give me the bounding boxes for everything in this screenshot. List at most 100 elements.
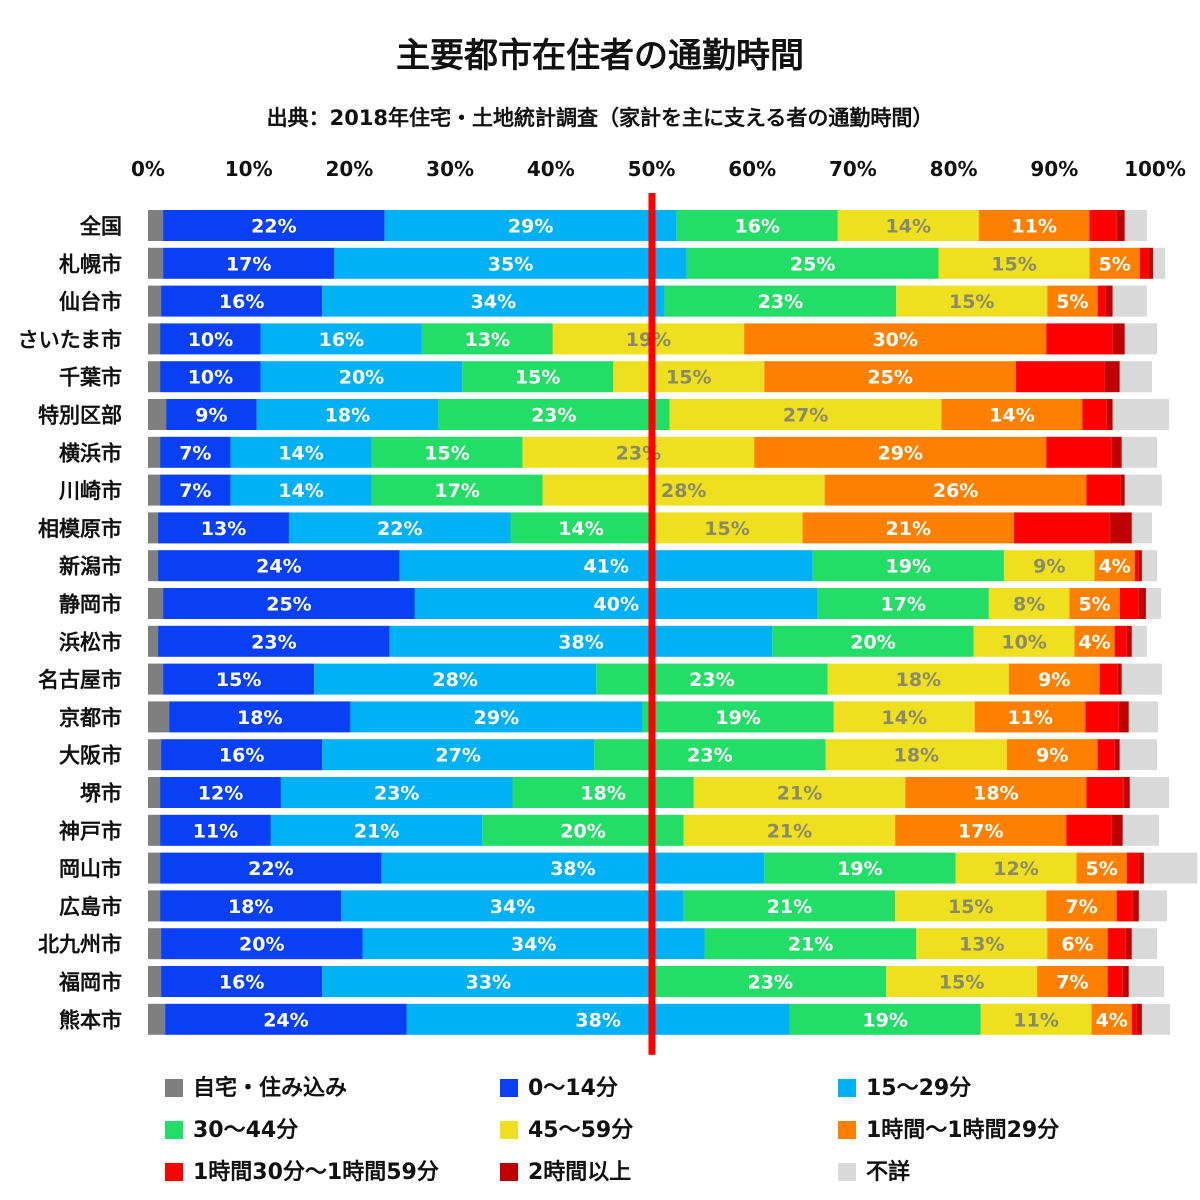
data-label: 9% bbox=[1033, 556, 1065, 578]
bar-segment bbox=[148, 777, 161, 808]
data-label: 10% bbox=[188, 329, 233, 351]
data-label: 15% bbox=[515, 367, 560, 389]
x-tick-label: 30% bbox=[426, 157, 474, 181]
data-label: 5% bbox=[1056, 291, 1088, 313]
bar-segment bbox=[669, 399, 942, 430]
bar-segment bbox=[1122, 966, 1129, 997]
category-label: 札幌市 bbox=[58, 252, 122, 276]
bar-segment bbox=[1138, 588, 1146, 619]
category-label: 北九州市 bbox=[38, 933, 122, 957]
category-label: 大阪市 bbox=[59, 744, 122, 768]
bar-segment bbox=[754, 436, 1047, 468]
bar-segment bbox=[1124, 474, 1163, 506]
data-label: 20% bbox=[239, 934, 284, 956]
bar-segment bbox=[978, 210, 1090, 241]
data-label: 18% bbox=[228, 896, 273, 918]
bar-segment bbox=[1076, 852, 1127, 884]
legend-item: 1時間30分〜1時間59分 bbox=[165, 1154, 439, 1186]
data-label: 14% bbox=[278, 442, 323, 464]
bar-segment bbox=[406, 1003, 790, 1035]
bar-segment bbox=[421, 323, 553, 355]
data-label: 41% bbox=[583, 556, 628, 578]
bar-segment bbox=[148, 512, 159, 544]
data-label: 17% bbox=[881, 594, 926, 616]
bar-segment bbox=[686, 247, 939, 279]
bar-segment bbox=[817, 588, 989, 619]
bar-segment bbox=[166, 399, 257, 430]
chart-title: 主要都市在住者の通勤時間 bbox=[396, 36, 804, 76]
bar-segment bbox=[148, 966, 162, 997]
bar-segment bbox=[163, 210, 385, 241]
bar-segment bbox=[288, 512, 511, 544]
category-label: 静岡市 bbox=[59, 593, 122, 617]
legend-label: 1時間30分〜1時間59分 bbox=[193, 1160, 439, 1185]
bar-segment bbox=[148, 890, 161, 922]
bar-segment bbox=[1114, 739, 1120, 771]
data-label: 15% bbox=[216, 669, 261, 691]
bar-segment bbox=[399, 550, 813, 582]
bar-segment bbox=[1003, 550, 1095, 582]
data-label: 22% bbox=[377, 518, 422, 540]
bar-segment bbox=[148, 588, 164, 619]
data-label: 25% bbox=[867, 367, 912, 389]
bar-segment bbox=[1046, 436, 1112, 468]
bar-segment bbox=[462, 361, 614, 393]
data-label: 19% bbox=[862, 1009, 907, 1031]
bar-segment bbox=[414, 588, 818, 619]
bar-segment bbox=[1107, 928, 1126, 960]
bar-segment bbox=[654, 966, 887, 997]
bar-segment bbox=[148, 1003, 166, 1035]
legend-item: 不詳 bbox=[838, 1154, 910, 1186]
bar-segment bbox=[1143, 852, 1198, 884]
bar-segment bbox=[1109, 512, 1132, 544]
bar-segment bbox=[764, 852, 956, 884]
legend-swatch bbox=[500, 1121, 518, 1139]
data-label: 21% bbox=[354, 820, 399, 842]
bar-segment bbox=[1085, 701, 1119, 733]
bar-segment bbox=[1123, 777, 1130, 808]
bar-segment bbox=[1126, 852, 1139, 884]
data-label: 7% bbox=[1056, 972, 1088, 994]
bar-segment bbox=[744, 323, 1047, 355]
data-label: 15% bbox=[666, 367, 711, 389]
x-tick-label: 90% bbox=[1030, 157, 1078, 181]
category-label: 新潟市 bbox=[59, 555, 122, 579]
bar-segment bbox=[1074, 625, 1115, 657]
bar-segment bbox=[148, 928, 162, 960]
bar-segment bbox=[148, 361, 161, 393]
legend-swatch bbox=[500, 1079, 518, 1097]
legend-item: 45〜59分 bbox=[500, 1112, 633, 1144]
bar-segment bbox=[148, 247, 164, 279]
data-label: 15% bbox=[424, 442, 469, 464]
x-tick-label: 20% bbox=[325, 157, 373, 181]
bar-segment bbox=[916, 928, 1048, 960]
data-label: 35% bbox=[488, 253, 533, 275]
bar-segment bbox=[389, 625, 773, 657]
data-label: 14% bbox=[558, 518, 603, 540]
bar-segment bbox=[322, 285, 665, 317]
data-label: 8% bbox=[1013, 594, 1045, 616]
bar-segment bbox=[148, 285, 162, 317]
data-label: 13% bbox=[465, 329, 510, 351]
bar-segment bbox=[1066, 814, 1112, 846]
bar-segment bbox=[676, 210, 838, 241]
data-label: 20% bbox=[850, 631, 895, 653]
bar-segment bbox=[1099, 663, 1118, 695]
data-label: 38% bbox=[575, 1009, 620, 1031]
bar-segment bbox=[980, 1003, 1092, 1035]
bar-segment bbox=[1008, 663, 1100, 695]
bar-segment bbox=[230, 474, 372, 506]
bar-segment bbox=[1006, 739, 1098, 771]
bar-segment bbox=[1119, 361, 1152, 393]
data-label: 34% bbox=[471, 291, 516, 313]
bar-segment bbox=[384, 210, 677, 241]
category-label: 広島市 bbox=[59, 895, 122, 919]
bar-segment bbox=[270, 814, 483, 846]
legend-label: 1時間〜1時間29分 bbox=[866, 1118, 1060, 1143]
data-label: 16% bbox=[219, 972, 264, 994]
bar-segment bbox=[973, 625, 1075, 657]
data-label: 30% bbox=[872, 329, 917, 351]
bar-segment bbox=[148, 701, 170, 733]
data-label: 15% bbox=[991, 253, 1036, 275]
legend-item: 1時間〜1時間29分 bbox=[838, 1112, 1059, 1144]
